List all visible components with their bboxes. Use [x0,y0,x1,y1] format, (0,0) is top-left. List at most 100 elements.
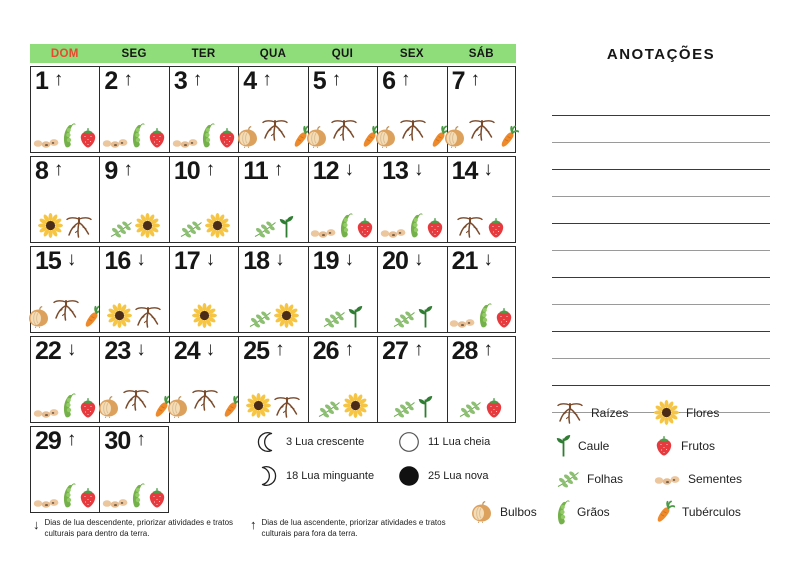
ascending-moon-arrow-icon: ↑ [192,69,203,90]
moon-legend-item: 3 Lua crescente [256,430,398,454]
day-plant-icons [241,303,305,328]
day-plant-icons [311,212,375,238]
annotation-line [552,251,770,278]
annotation-line [552,143,770,170]
tuberculos-icon [654,500,676,523]
day-cell-9: 9 ↑ [99,156,169,243]
day-number: 17 [173,247,201,275]
day-cell-10: 10 ↑ [168,156,239,243]
graos-icon [131,482,145,508]
annotation-line [552,224,770,251]
annotation-line [552,170,770,197]
day-header: 23 ↓ [100,337,168,364]
day-number: 12 [312,157,340,185]
caule-icon [418,395,433,418]
day-number: 3 [173,67,188,95]
footnote-ascending-moon: ↑ Dias de lua ascendente, priorizar ativ… [250,517,465,540]
bulbos-icon [305,126,328,148]
ascending-moon-arrow-icon: ↑ [66,429,77,450]
plant-legend-row: Caule Frutos [470,429,780,462]
day-cell-26: 26 ↑ [307,336,378,423]
ascending-moon-arrow-icon: ↑ [262,69,272,90]
sementes-icon [33,135,60,148]
moon-legend-item: 18 Lua minguante [256,464,398,488]
plant-legend-item-graos: Grãos [556,499,654,525]
day-header: 8 ↑ [31,157,99,184]
day-cell-24: 24 ↓ [168,336,243,423]
day-plant-icons [241,393,305,418]
plant-legend-item-frutos: Frutos [654,435,780,456]
plant-legend-label: Tubérculos [682,504,741,519]
day-number: 22 [35,337,62,365]
moon-phase-legend: 3 Lua crescente 11 Lua cheia 18 Lua mingua… [256,430,506,488]
day-plant-icons [380,395,444,418]
day-header: 26 ↑ [309,337,377,364]
day-number: 23 [104,337,131,365]
day-number: 19 [312,247,340,275]
day-plant-icons [445,120,520,148]
day-header: 21 ↓ [448,247,515,274]
day-cell-17: 17 ↓ [168,246,239,333]
weekday-header-bar: DOM SEG TER QUA QUI SEX SÁB [30,44,516,63]
day-cell-19: 19 ↓ [307,246,378,333]
day-number: 2 [104,67,118,95]
annotation-line [552,359,770,386]
day-number: 24 [173,337,201,365]
descending-moon-arrow-icon: ↓ [66,339,77,360]
day-cell-15: 15 ↓ [27,246,104,333]
descending-moon-arrow-icon: ↓ [483,249,493,270]
plant-legend-label: Raízes [591,405,629,420]
day-plant-icons [380,212,444,238]
day-number: 1 [35,67,49,95]
annotation-line [552,116,770,143]
day-number: 16 [104,247,131,275]
day-header: 15 ↓ [31,247,99,274]
plant-legend-item-bulbos: Bulbos [470,500,556,523]
bulbos-icon [27,306,50,328]
flores-icon [107,303,133,328]
day-number: 25 [243,337,270,365]
ascending-moon-arrow-icon: ↑ [413,339,424,360]
flores-icon [135,213,161,238]
day-number: 30 [104,427,131,455]
calendar-grid: 1 ↑ 2 ↑ 3 ↑ 4 ↑ 5 ↑ 6 ↑ 7 ↑ 8 ↑ 9 ↑ 10 ↑ 11 ↑ 12 ↓ 13 ↓ 14 ↓ 15 ↓ 16 ↓ 1… [27,66,520,513]
graos-icon [556,499,570,525]
tuberculos-icon [429,125,451,148]
day-plant-icons [102,122,166,148]
waxing-crescent-moon-icon [256,431,278,453]
moon-legend-label: 25 Lua nova [428,470,489,482]
day-cell-8: 8 ↑ [30,156,100,243]
day-cell-22: 22 ↓ [30,336,100,423]
day-header: 4 ↑ [239,67,307,94]
frutos-icon [425,217,445,238]
raizes-icon [52,299,80,321]
graos-icon [62,122,76,148]
raizes-icon [191,389,219,411]
day-number: 9 [104,157,118,185]
weekday-label-dom: DOM [50,47,79,60]
sementes-icon [310,225,337,238]
day-header: 7 ↑ [448,67,515,94]
day-number: 21 [451,247,479,275]
day-number: 13 [382,157,409,185]
folhas-icon [556,470,580,488]
day-number: 14 [451,157,479,185]
frutos-icon [494,307,514,328]
raizes-icon [330,119,358,141]
day-header: 28 ↑ [448,337,515,364]
folhas-icon [179,220,203,238]
frutos-icon [486,217,506,238]
frutos-icon [355,217,375,238]
descending-moon-arrow-icon: ↓ [136,339,146,360]
raizes-icon [122,389,150,411]
day-plant-icons [380,305,444,328]
plant-legend-item-caule: Caule [556,434,654,457]
descending-moon-arrow-icon: ↓ [413,249,424,270]
plant-legend-row: Folhas Sementes [470,462,780,495]
graos-icon [339,212,354,238]
graos-icon [201,122,215,148]
day-cell-28: 28 ↑ [446,336,516,423]
annotations-title: ANOTAÇÕES [606,46,716,63]
day-number: 26 [312,337,340,365]
ascending-moon-arrow-icon: ↑ [331,69,342,90]
